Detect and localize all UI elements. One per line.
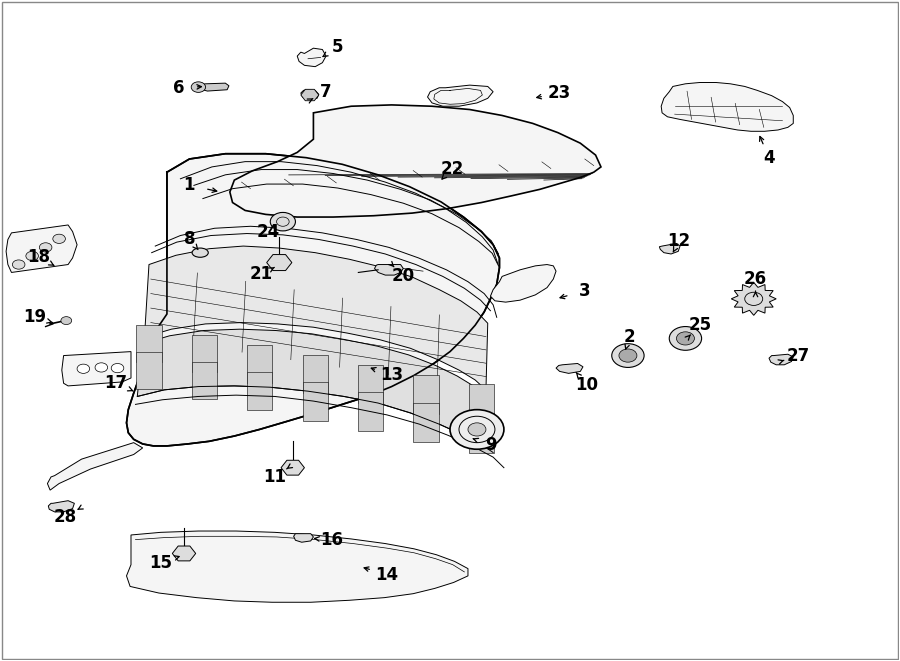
Text: 6: 6 [173, 79, 184, 97]
Circle shape [112, 364, 124, 373]
Polygon shape [145, 246, 488, 390]
Circle shape [26, 251, 39, 260]
Text: 15: 15 [149, 554, 172, 572]
Text: 3: 3 [579, 282, 590, 300]
Circle shape [270, 212, 295, 231]
Bar [413, 375, 438, 414]
Polygon shape [374, 264, 403, 275]
Text: 27: 27 [787, 346, 810, 365]
Text: 8: 8 [184, 231, 195, 249]
Polygon shape [769, 354, 793, 365]
Polygon shape [266, 254, 292, 270]
Polygon shape [198, 83, 229, 91]
Circle shape [61, 317, 72, 325]
Circle shape [468, 423, 486, 436]
Polygon shape [49, 500, 75, 512]
Text: 2: 2 [624, 328, 635, 346]
Polygon shape [293, 533, 313, 542]
Text: 26: 26 [744, 270, 767, 288]
Text: 12: 12 [668, 232, 690, 250]
Bar [192, 362, 217, 399]
Polygon shape [172, 546, 195, 561]
Text: 22: 22 [440, 160, 464, 178]
Text: 9: 9 [484, 436, 496, 454]
Text: 17: 17 [104, 374, 127, 392]
Bar [192, 335, 217, 373]
Ellipse shape [192, 248, 208, 257]
Text: 28: 28 [54, 508, 77, 525]
Circle shape [677, 332, 695, 345]
Bar [469, 413, 494, 453]
Polygon shape [6, 225, 77, 272]
Polygon shape [281, 460, 304, 475]
Polygon shape [662, 83, 793, 132]
Text: 10: 10 [575, 375, 598, 393]
Text: 19: 19 [23, 308, 47, 327]
Polygon shape [732, 282, 776, 315]
Bar [302, 382, 328, 420]
Polygon shape [556, 364, 583, 373]
Polygon shape [48, 443, 143, 490]
Text: 25: 25 [688, 316, 711, 334]
Circle shape [670, 327, 702, 350]
Bar [358, 393, 383, 431]
Polygon shape [297, 48, 326, 67]
Circle shape [13, 260, 25, 269]
Polygon shape [491, 264, 556, 302]
Polygon shape [660, 243, 680, 254]
Text: 14: 14 [375, 566, 399, 584]
Bar [248, 345, 273, 383]
Text: 4: 4 [763, 149, 775, 167]
Text: 21: 21 [249, 266, 273, 284]
Polygon shape [301, 89, 319, 100]
Text: 7: 7 [320, 83, 332, 100]
Bar [358, 365, 383, 403]
Bar [469, 385, 494, 424]
Bar [302, 355, 328, 393]
Bar [137, 352, 161, 389]
Polygon shape [230, 105, 601, 217]
Text: 16: 16 [320, 531, 343, 549]
Text: 23: 23 [548, 84, 572, 102]
Polygon shape [127, 154, 500, 446]
Circle shape [191, 82, 205, 93]
Circle shape [40, 243, 52, 252]
Bar [137, 325, 161, 362]
Text: 13: 13 [380, 366, 403, 384]
Circle shape [612, 344, 644, 368]
Text: 1: 1 [184, 176, 195, 194]
Polygon shape [127, 531, 468, 602]
Text: 11: 11 [264, 468, 286, 486]
Polygon shape [62, 352, 131, 386]
Text: 20: 20 [392, 268, 415, 286]
Polygon shape [428, 85, 493, 106]
Bar [413, 403, 438, 442]
Circle shape [53, 234, 66, 243]
Text: 5: 5 [332, 38, 344, 56]
Circle shape [95, 363, 108, 372]
Polygon shape [301, 90, 319, 100]
Text: 18: 18 [27, 248, 50, 266]
Bar [248, 372, 273, 410]
Polygon shape [138, 329, 493, 453]
Text: 24: 24 [256, 223, 280, 241]
Circle shape [619, 349, 637, 362]
Circle shape [450, 410, 504, 449]
Circle shape [77, 364, 90, 373]
